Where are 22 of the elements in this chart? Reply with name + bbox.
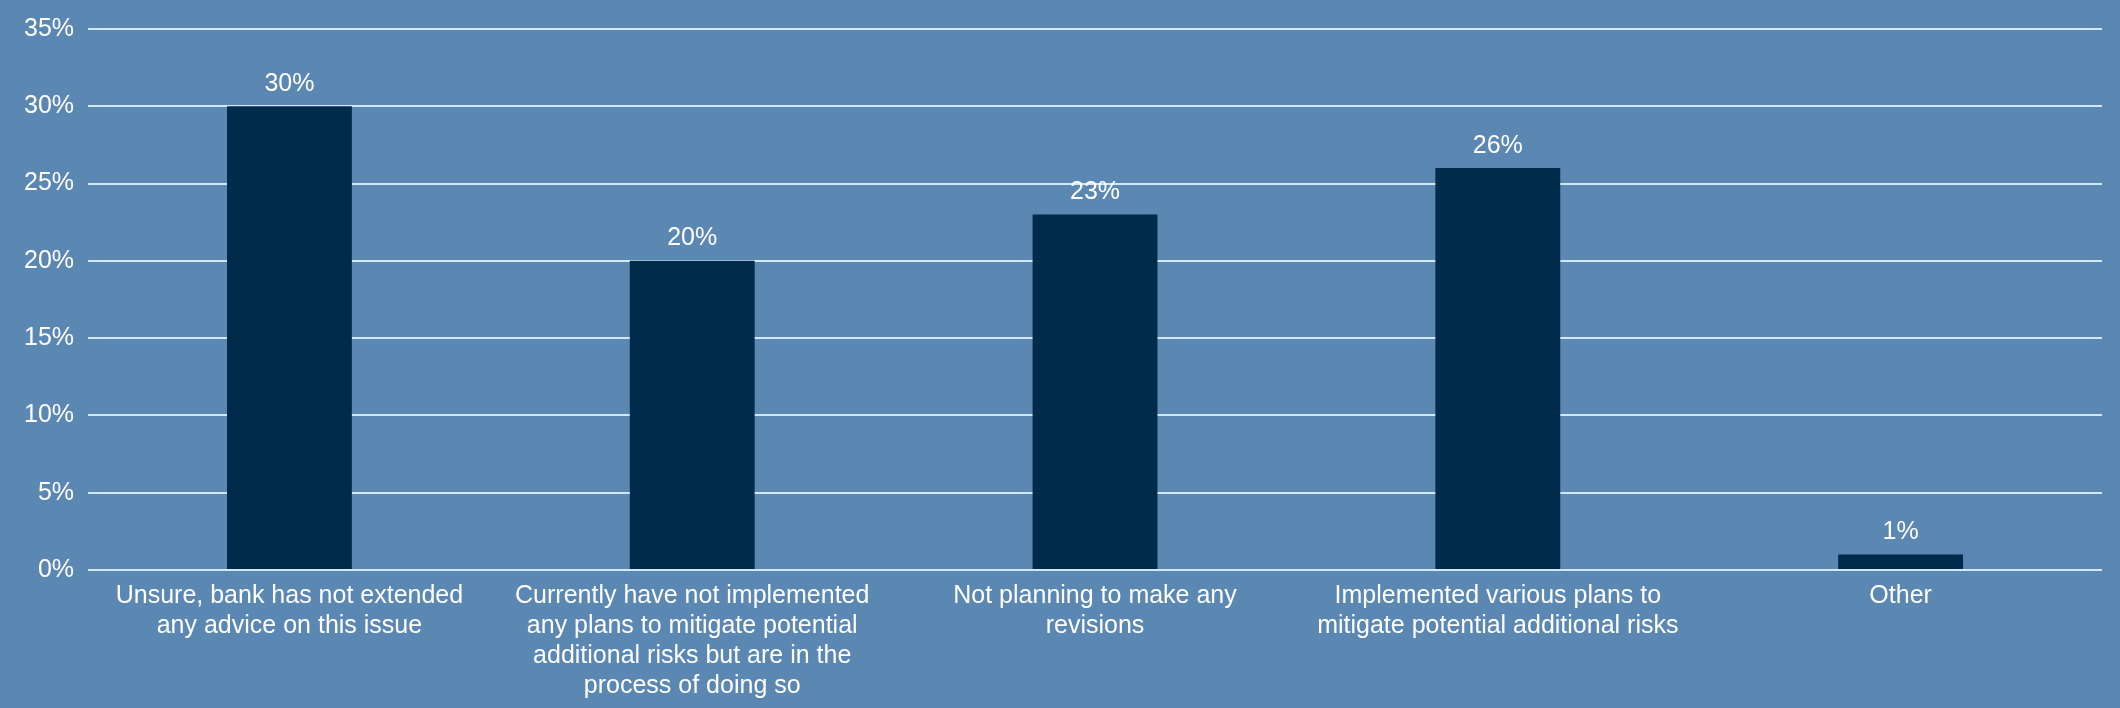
data-label: 26% xyxy=(1472,129,1523,158)
bar xyxy=(227,106,352,569)
x-tick-label: Currently have not implemented any plans to mitigate potential additional risks but are in the process of doing so xyxy=(515,579,870,698)
bar xyxy=(1838,554,1964,569)
x-tick-label: Other xyxy=(1869,579,1932,608)
y-tick-label: 0% xyxy=(37,553,75,582)
y-tick-label: 25% xyxy=(23,167,75,196)
y-tick-label: 15% xyxy=(23,322,75,351)
bar xyxy=(629,260,755,569)
y-tick-label: 30% xyxy=(23,90,75,119)
y-tick-label: 10% xyxy=(23,399,75,428)
data-label: 20% xyxy=(667,222,718,251)
y-tick-label: 5% xyxy=(37,476,75,505)
x-tick-label: Unsure, bank has not extended any advice on this issue xyxy=(115,579,464,638)
data-label: 1% xyxy=(1882,515,1919,544)
x-tick-label: Not planning to make any revisions xyxy=(953,579,1238,638)
bar xyxy=(1032,214,1158,569)
bar xyxy=(1435,168,1561,569)
data-label: 30% xyxy=(264,67,315,96)
y-tick-label: 20% xyxy=(23,244,75,273)
x-tick-label: Implemented various plans to mitigate potential additional risks xyxy=(1317,579,1679,638)
y-tick-label: 35% xyxy=(23,12,75,41)
